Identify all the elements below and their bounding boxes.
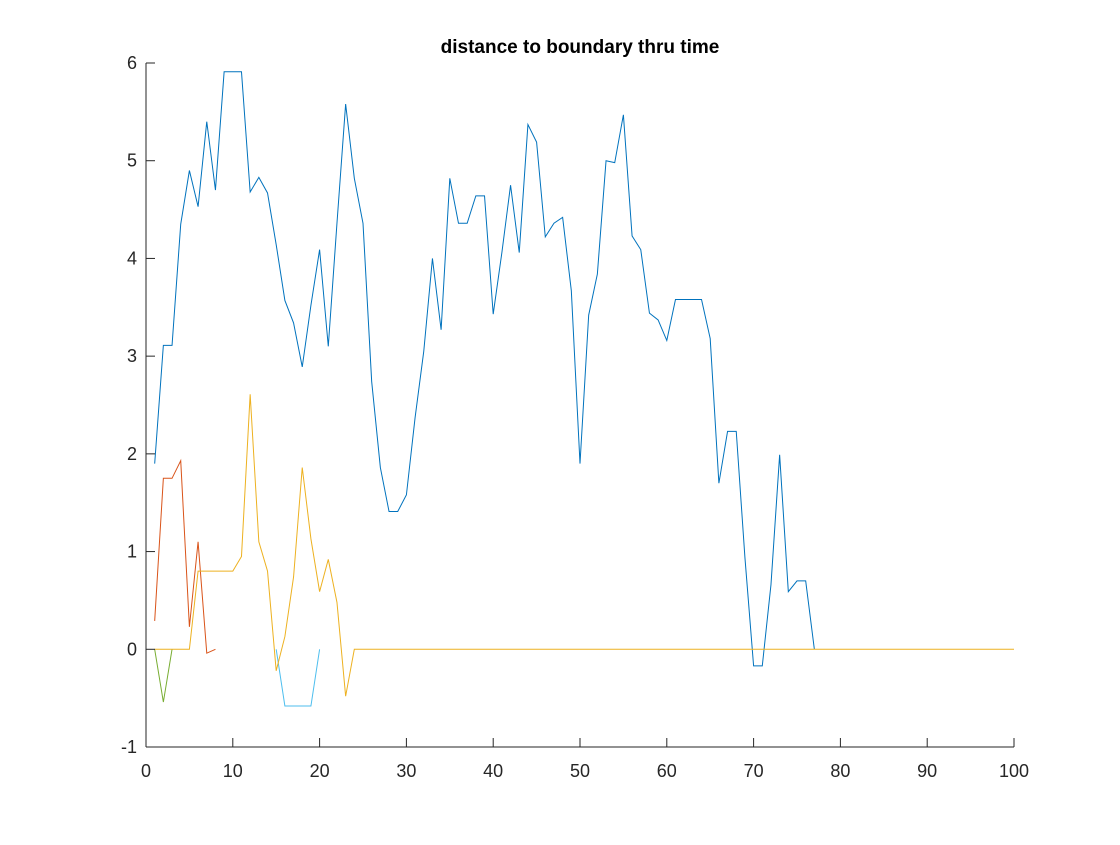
series-line-1 (154, 71, 815, 667)
x-tick-label: 70 (744, 761, 764, 781)
x-tick-label: 50 (570, 761, 590, 781)
y-tick-label: 4 (127, 248, 137, 268)
series-line-4 (275, 649, 321, 707)
series-line-3 (154, 649, 173, 703)
y-tick-label: 0 (127, 639, 137, 659)
x-tick-label: 40 (483, 761, 503, 781)
series-line-2 (154, 458, 216, 654)
x-tick-label: 90 (917, 761, 937, 781)
chart-title: distance to boundary thru time (441, 37, 720, 58)
x-tick-label: 100 (999, 761, 1029, 781)
y-tick-label: 1 (127, 542, 137, 562)
x-tick-label: 20 (310, 761, 330, 781)
y-tick-label: 2 (127, 444, 137, 464)
y-tick-label: 6 (127, 53, 137, 73)
plot-series-group (154, 71, 1014, 707)
y-tick-label: 3 (127, 346, 137, 366)
series-line-5 (154, 394, 1014, 697)
y-tick-label: 5 (127, 151, 137, 171)
x-tick-label: 30 (396, 761, 416, 781)
x-tick-label: 10 (223, 761, 243, 781)
x-tick-label: 80 (830, 761, 850, 781)
x-tick-label: 0 (141, 761, 151, 781)
y-tick-label: -1 (121, 737, 137, 757)
x-tick-label: 60 (657, 761, 677, 781)
